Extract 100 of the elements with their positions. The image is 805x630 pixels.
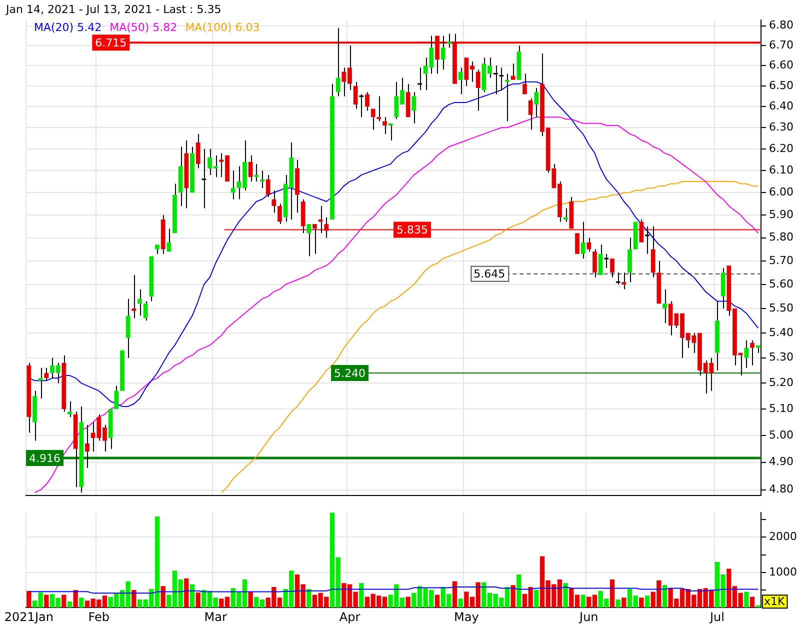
candlestick — [272, 190, 276, 214]
candlestick — [160, 214, 166, 254]
candlestick — [586, 237, 592, 252]
candlestick — [376, 96, 382, 122]
chart-title: Jan 14, 2021 - Jul 13, 2021 - Last : 5.35 — [6, 3, 222, 16]
candlestick — [312, 224, 317, 254]
candlestick — [336, 27, 340, 97]
bar — [510, 585, 516, 608]
x-tick-label: May — [454, 610, 479, 624]
x-tick-label: Jun — [578, 610, 598, 624]
bar — [190, 584, 195, 608]
candlestick — [650, 226, 656, 278]
candlestick — [569, 196, 574, 229]
candlestick — [370, 108, 376, 130]
bar — [196, 592, 200, 608]
ref-line-label: 5.240 — [334, 366, 366, 380]
y-tick-label: 6.10 — [769, 163, 794, 176]
bar — [248, 592, 253, 608]
candlestick — [388, 123, 393, 141]
candlestick — [278, 203, 282, 225]
x-tick-label: Feb — [88, 610, 110, 624]
y-tick-label: 5.90 — [769, 208, 794, 221]
candlestick — [300, 198, 306, 234]
candlestick — [260, 170, 264, 189]
bar — [406, 596, 410, 608]
candlestick — [143, 300, 148, 322]
bar — [744, 592, 749, 608]
y-tick-label: 5.20 — [769, 376, 794, 390]
candlestick — [416, 67, 423, 91]
bar — [306, 588, 312, 608]
candlestick — [62, 354, 66, 412]
candlestick — [200, 148, 207, 209]
candlestick — [435, 36, 440, 74]
bar — [44, 594, 49, 608]
text: MA(50) 5.82 — [110, 21, 178, 34]
candlestick — [79, 406, 84, 494]
y-tick-label: 5.40 — [769, 326, 794, 339]
candlestick — [476, 69, 480, 112]
candlestick — [26, 362, 32, 434]
candlestick — [184, 140, 189, 209]
candlestick — [306, 224, 312, 257]
candlestick — [498, 67, 504, 91]
candlestick — [149, 256, 154, 302]
candlestick — [412, 92, 416, 124]
y-tick-label: 1000 — [769, 565, 797, 578]
bar — [580, 594, 586, 608]
y-tick-label: 6.60 — [769, 58, 794, 72]
y-tick-label: 4.90 — [769, 455, 794, 468]
candlestick — [528, 98, 533, 130]
ref-line-label: 4.916 — [29, 452, 60, 465]
bar — [26, 590, 32, 608]
bar — [73, 590, 78, 608]
bar — [662, 585, 668, 608]
bar — [79, 598, 84, 608]
candlestick — [318, 205, 323, 234]
candlestick — [452, 33, 457, 84]
candlestick — [563, 208, 568, 222]
candlestick — [522, 73, 527, 94]
bar — [160, 586, 166, 608]
candlestick — [534, 88, 539, 118]
y-tick-label: 5.50 — [769, 301, 794, 314]
y-tick-label: 6.00 — [769, 185, 794, 198]
text: MA(20) 5.42 — [34, 21, 102, 34]
bar — [644, 596, 650, 608]
y-tick-label: 6.50 — [769, 78, 794, 92]
candlestick — [190, 146, 194, 193]
candlestick — [358, 94, 364, 118]
y-tick-label: 5.80 — [769, 230, 794, 244]
candlestick — [744, 340, 749, 368]
candlestick — [330, 83, 334, 220]
candlestick — [510, 63, 516, 80]
candlestick — [114, 385, 119, 410]
candlestick — [178, 146, 183, 206]
candlestick — [458, 67, 463, 95]
candlestick — [580, 221, 586, 260]
candlestick — [324, 216, 329, 238]
candlestick — [132, 274, 136, 319]
candlestick — [603, 253, 610, 268]
candlestick — [382, 116, 387, 134]
ref-line-label: 6.715 — [95, 36, 127, 50]
candlestick — [505, 73, 510, 122]
candlestick — [172, 183, 177, 234]
candlestick — [628, 237, 632, 283]
candlestick — [266, 174, 270, 198]
candlestick — [295, 159, 300, 214]
candlestick — [644, 226, 650, 254]
candlestick — [196, 133, 200, 169]
bar — [534, 590, 539, 608]
candlestick — [715, 300, 720, 371]
candlestick — [662, 288, 667, 324]
bar — [434, 594, 440, 608]
candlestick — [230, 170, 236, 200]
bar — [616, 600, 620, 608]
candlestick — [592, 248, 597, 278]
bar — [184, 578, 189, 608]
candlestick — [656, 260, 662, 304]
y-tick-label: 6.80 — [769, 18, 794, 32]
candlestick — [68, 400, 72, 418]
candlestick — [155, 244, 160, 254]
candlestick — [138, 288, 142, 316]
